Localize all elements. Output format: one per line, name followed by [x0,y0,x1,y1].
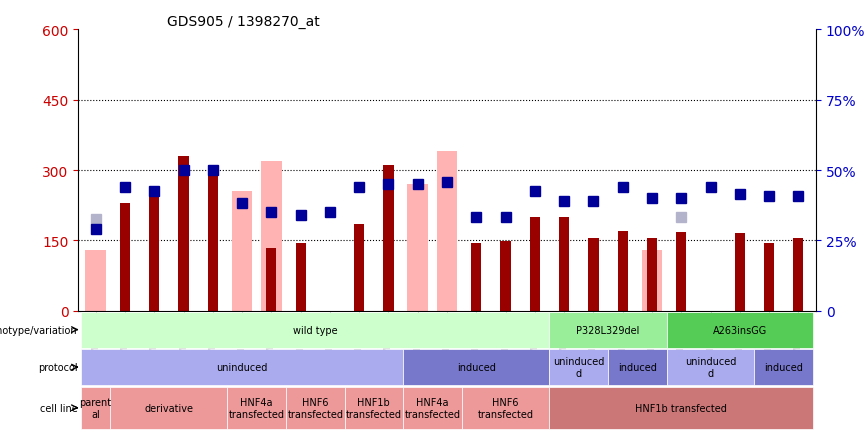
Bar [295,243,306,311]
FancyBboxPatch shape [81,312,549,348]
Text: HNF6
transfected: HNF6 transfected [477,397,534,419]
Bar [793,239,804,311]
FancyBboxPatch shape [549,312,667,348]
Bar [120,204,130,311]
FancyBboxPatch shape [81,387,110,429]
Text: HNF1b
transfected: HNF1b transfected [345,397,402,419]
Text: GDS905 / 1398270_at: GDS905 / 1398270_at [167,15,319,30]
FancyBboxPatch shape [345,387,403,429]
FancyBboxPatch shape [549,349,608,385]
Bar [471,243,482,311]
Text: cell line: cell line [40,403,77,413]
FancyBboxPatch shape [549,387,813,429]
FancyBboxPatch shape [81,349,403,385]
Text: P328L329del: P328L329del [576,325,640,335]
FancyBboxPatch shape [286,387,345,429]
Text: HNF4a
transfected: HNF4a transfected [228,397,285,419]
Bar [764,243,774,311]
Bar [559,217,569,311]
FancyBboxPatch shape [403,387,462,429]
Bar [647,239,657,311]
Bar [676,233,687,311]
Text: HNF6
transfected: HNF6 transfected [287,397,343,419]
Bar [179,157,188,311]
FancyBboxPatch shape [462,387,549,429]
Bar [354,224,365,311]
Bar [266,248,277,311]
Bar [85,250,106,311]
Bar [617,232,628,311]
Bar [207,166,218,311]
Text: uninduced
d: uninduced d [685,356,736,378]
Bar [501,242,510,311]
Bar [734,234,745,311]
FancyBboxPatch shape [608,349,667,385]
Text: HNF4a
transfected: HNF4a transfected [404,397,460,419]
Bar [261,161,281,311]
FancyBboxPatch shape [227,387,286,429]
Text: uninduced
d: uninduced d [553,356,604,378]
Bar [589,239,599,311]
FancyBboxPatch shape [754,349,813,385]
Text: wild type: wild type [293,325,338,335]
Text: A263insGG: A263insGG [713,325,767,335]
FancyBboxPatch shape [667,349,754,385]
Bar [384,166,393,311]
Bar [149,197,160,311]
Text: protocol: protocol [38,362,77,372]
Bar [529,217,540,311]
Bar [641,250,662,311]
Text: induced: induced [457,362,496,372]
Text: uninduced: uninduced [216,362,267,372]
Text: HNF1b transfected: HNF1b transfected [635,403,727,413]
FancyBboxPatch shape [403,349,549,385]
Bar [232,192,253,311]
Bar [437,152,457,311]
Text: induced: induced [765,362,803,372]
Text: genotype/variation: genotype/variation [0,325,77,335]
FancyBboxPatch shape [667,312,813,348]
Text: derivative: derivative [144,403,194,413]
Text: induced: induced [618,362,657,372]
Text: parent
al: parent al [80,397,112,419]
Bar [407,185,428,311]
FancyBboxPatch shape [110,387,227,429]
